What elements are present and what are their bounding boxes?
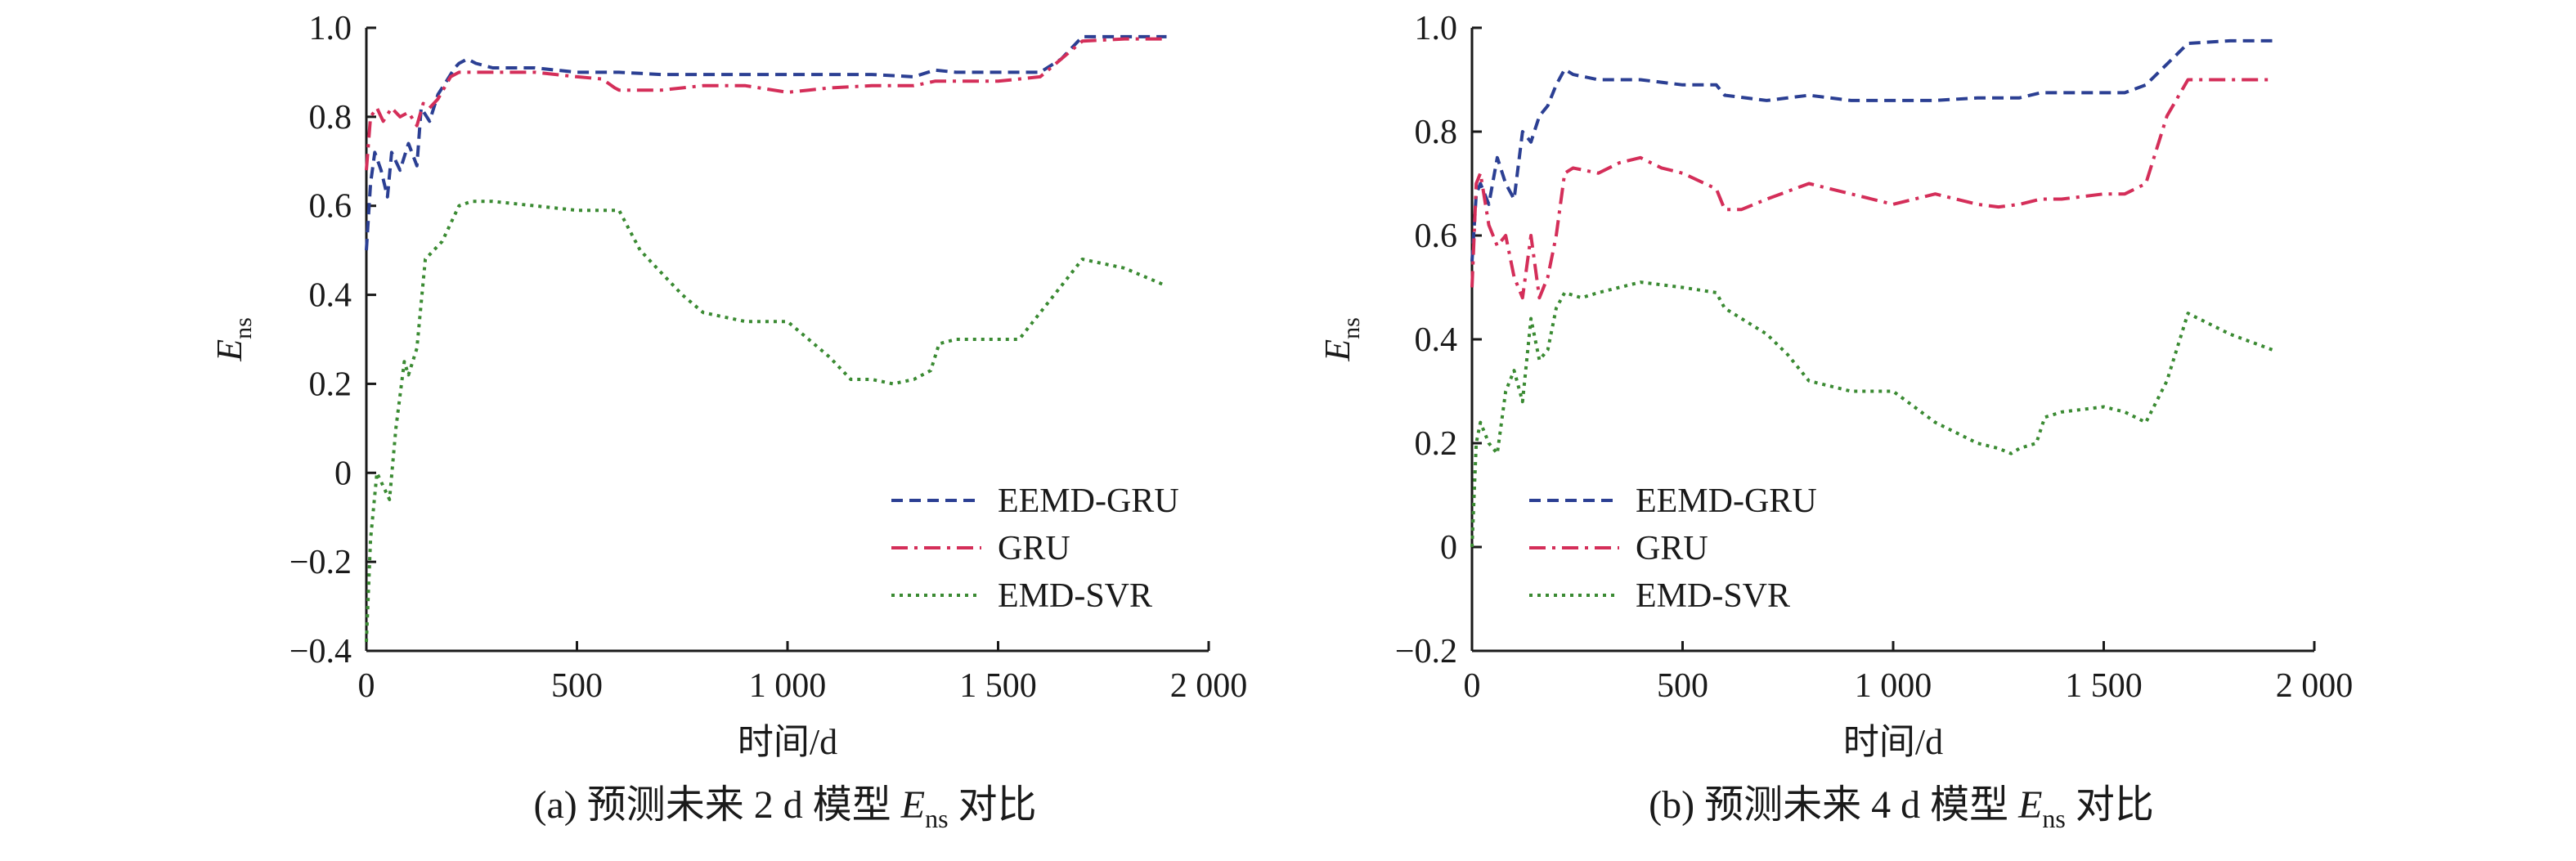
caption-suffix: 对比 [2066,783,2154,827]
x-tick-label: 2 000 [1170,667,1248,705]
y-tick-label: 1.0 [1415,10,1458,47]
y-tick-label: −0.4 [289,633,352,670]
x-tick-label: 1 000 [1855,667,1932,705]
series-line-gru [1470,78,2273,300]
x-axis-title: 时间/d [1843,722,1943,762]
x-tick-label: 0 [358,667,375,705]
y-axis-title-main: E [1317,339,1358,362]
x-tick-label: 2 000 [2276,667,2354,705]
legend: EEMD-GRU GRU EMD-SVR [891,482,1179,615]
x-tick-label: 1 500 [959,667,1037,705]
legend-label: EMD-SVR [998,577,1152,615]
y-tick-label: 0.6 [309,188,352,226]
series-line-eemd-gru [1470,38,2273,262]
caption-symbol: E [2017,783,2042,827]
y-tick-label: 0.4 [309,277,352,315]
y-axis-title-sub: ns [1338,317,1365,339]
y-tick-label: 0.4 [1415,321,1458,359]
legend-label: GRU [998,530,1070,567]
caption-subscript: ns [925,804,948,833]
chart-caption: (b) 预测未来 4 d 模型 Ens 对比 [1649,783,2154,833]
y-tick-label: 0.6 [1415,217,1458,255]
series-line-gru [365,37,1167,171]
y-axis-title-sub: ns [230,317,257,339]
y-tick-label: −0.2 [289,544,352,581]
chart-a: −0.4 −0.2 0 0.2 0.4 0.6 0.8 1.0 0 500 1 000 1 500 2 … [209,10,1247,833]
chart-b: −0.200.20.40.60.81.00 500 1 000 1 500 2 000E… [1317,10,2353,833]
caption-text: (a) 预测未来 2 d 模型 [533,783,900,827]
caption-suffix: 对比 [949,783,1037,827]
legend-label: EEMD-GRU [1636,482,1817,520]
caption-symbol: E [900,783,925,827]
y-tick-label: 0.2 [309,365,352,403]
y-axis-title-main: E [209,339,249,362]
y-axis-title: Ens [1317,317,1365,362]
x-tick-label: 500 [551,667,603,705]
series-line-emd-svr [365,200,1168,643]
y-tick-label: 1.0 [309,10,352,47]
caption-subscript: ns [2042,804,2065,833]
x-tick-label: 500 [1657,667,1708,705]
y-axis-title: Ens [209,317,257,362]
x-axis-title: 时间/d [738,722,837,762]
x-tick-label: 1 500 [2065,667,2143,705]
caption-text: (b) 预测未来 4 d 模型 [1649,783,2018,827]
legend-label: EMD-SVR [1636,577,1790,615]
y-tick-label: 0 [1440,529,1457,567]
series-line-emd-svr [1470,280,2273,548]
chart-caption: (a) 预测未来 2 d 模型 Ens 对比 [533,783,1036,833]
legend-label: GRU [1636,530,1708,567]
x-tick-label: 0 [1464,667,1481,705]
y-tick-label: −0.2 [1395,633,1457,670]
legend-label: EEMD-GRU [998,482,1179,520]
y-tick-label: 0.8 [309,99,352,137]
y-tick-label: 0 [334,455,352,492]
x-tick-label: 1 000 [749,667,827,705]
y-tick-label: 0.8 [1415,114,1458,151]
legend: EEMD-GRU GRU EMD-SVR [1529,482,1817,615]
y-tick-label: 0.2 [1415,425,1458,463]
series-line-eemd-gru [365,34,1167,251]
